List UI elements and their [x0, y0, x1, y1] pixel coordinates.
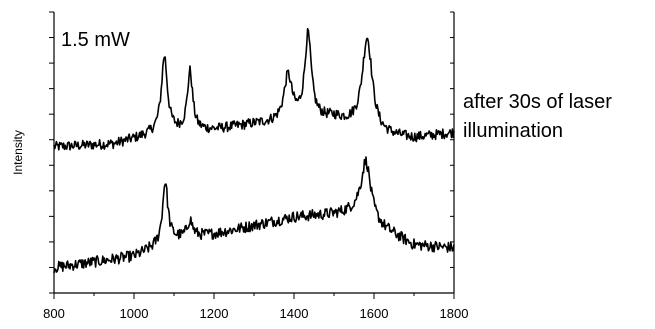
x-tick-label: 1800 — [440, 306, 469, 321]
y-axis-label: Intensity — [11, 130, 25, 175]
chart-axes: 800 1000 1200 1400 1600 1800 — [43, 11, 469, 321]
chart-series — [53, 27, 455, 274]
x-tick-label: 1400 — [280, 306, 309, 321]
spectrum-top — [53, 27, 455, 151]
annotation-line-2: illumination — [463, 120, 564, 142]
power-label: 1.5 mW — [61, 29, 130, 51]
annotation-text: after 30s of laser illumination — [463, 88, 653, 146]
spectrum-bottom — [53, 156, 455, 274]
x-tick-label: 1600 — [360, 306, 389, 321]
annotation-line-1: after 30s of laser — [463, 91, 612, 113]
x-tick-label: 1000 — [120, 306, 149, 321]
x-tick-label: 1200 — [200, 306, 229, 321]
x-tick-label: 800 — [43, 306, 65, 321]
